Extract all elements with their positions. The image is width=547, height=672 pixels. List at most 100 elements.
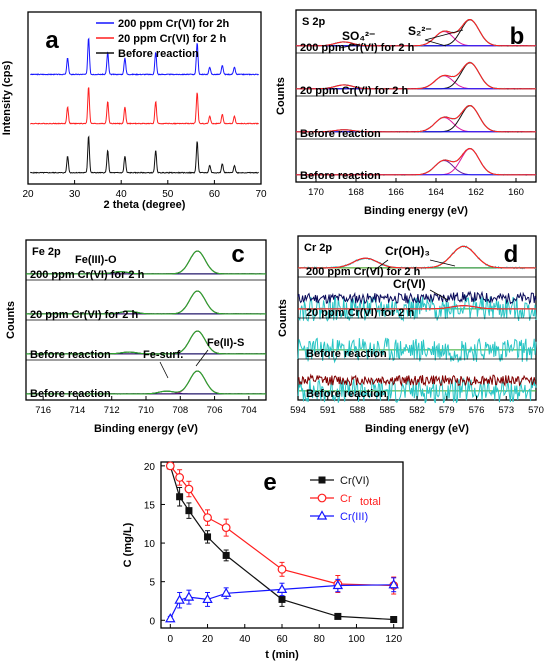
annotation-arrow — [424, 39, 447, 47]
y-axis-label: C (mg/L) — [122, 522, 134, 567]
y-tick-label: 10 — [144, 539, 156, 550]
data-point-square — [222, 551, 230, 559]
xrd-pattern-line — [29, 135, 259, 174]
x-axis-label: Binding energy (eV) — [365, 423, 469, 435]
panel-label: e — [263, 469, 276, 496]
data-point-triangle — [220, 587, 232, 597]
spectrum-label: 20 ppm Cr(VI) for 2 h — [300, 85, 408, 97]
data-point-triangle — [174, 594, 185, 604]
data-point-square — [334, 612, 342, 620]
panel-a-xrd: 20 30 40 50 60 70 2 theta (degree) Intensity (c… — [1, 11, 267, 211]
x-tick-label: 591 — [320, 405, 336, 416]
panel-label: b — [510, 23, 525, 50]
x-tick-label: 594 — [290, 405, 306, 416]
data-point-triangle — [202, 593, 213, 604]
envelope-line — [26, 250, 266, 275]
envelope-line — [298, 305, 536, 310]
x-tick-label: 576 — [469, 405, 485, 416]
spectrum-label: Before reaction — [306, 348, 387, 360]
xrd-pattern-line — [30, 37, 259, 76]
x-tick-label: 585 — [379, 405, 395, 416]
panel-title: S 2p — [302, 16, 326, 28]
x-tick-label: 582 — [409, 405, 425, 416]
x-tick-label: 710 — [138, 405, 154, 416]
envelope-line — [296, 104, 536, 133]
x-tick-label: 162 — [468, 187, 484, 198]
annotation-fe-surf: Fe-surf. — [143, 349, 183, 361]
x-tick-label: 164 — [428, 187, 444, 198]
data-point-circle — [277, 564, 287, 574]
annotation-arrow — [339, 43, 361, 49]
x-tick-label: 579 — [439, 405, 455, 416]
x-tick-label: 573 — [498, 405, 514, 416]
spectrum-label: Before reaction — [300, 128, 381, 140]
envelope-line — [296, 61, 536, 90]
data-point-triangle — [388, 579, 399, 589]
envelope-line — [26, 330, 266, 355]
annotation-arrow — [195, 349, 209, 367]
x-tick-label: 20 — [22, 189, 34, 200]
data-point-circle — [165, 461, 175, 471]
x-tick-label: 712 — [104, 405, 120, 416]
spectrum-label: Before reaction — [306, 388, 387, 400]
y-axis-label: Counts — [5, 301, 17, 339]
data-point-circle — [221, 523, 231, 533]
x-axis-label: 2 theta (degree) — [104, 199, 186, 211]
spectrum-label: Before reaction — [300, 170, 381, 182]
panel-label: c — [231, 241, 244, 268]
x-tick-label: 588 — [350, 405, 366, 416]
envelope-line — [26, 290, 266, 315]
y-axis-label: Counts — [277, 299, 289, 337]
envelope-line — [296, 147, 536, 176]
panel-d-cr2p: 200 ppm Cr(VI) for 2 h 20 ppm Cr(VI) for … — [277, 235, 544, 435]
annotation-cr-oh3: Cr(OH)₃ — [385, 244, 430, 258]
x-tick-label: 170 — [308, 187, 324, 198]
annotation-fe-iii-o: Fe(III)-O — [75, 254, 117, 266]
annotation-cr-vi: Cr(VI) — [393, 277, 426, 291]
data-point-square — [278, 595, 286, 603]
legend-marker — [317, 493, 327, 503]
legend-entry: Cr — [340, 493, 352, 505]
x-tick-label: 0 — [168, 634, 174, 645]
annotation-arrow — [424, 29, 464, 41]
raw-spectrum-line — [297, 377, 537, 404]
panel-label: d — [504, 241, 519, 268]
raw-spectrum-line — [297, 373, 537, 387]
annotation-disulfide: S₂²⁻ — [408, 24, 432, 38]
envelope-line — [26, 370, 266, 395]
x-tick-label: 168 — [348, 187, 364, 198]
spectrum-label: 200 ppm Cr(VI) for 2 h — [300, 42, 415, 54]
data-point-triangle — [165, 613, 176, 623]
panel-e-kinetics: 0 20 40 60 80 100 120 0 5 10 15 20 t (min) C (mg/L) Cr… — [122, 461, 404, 661]
legend-entry: 20 ppm Cr(VI) for 2 h — [118, 33, 226, 45]
annotation-fe-ii-s: Fe(II)-S — [207, 337, 244, 349]
x-tick-label: 160 — [508, 187, 524, 198]
envelope-line — [298, 245, 536, 269]
data-point-triangle — [276, 583, 288, 593]
x-tick-label: 570 — [528, 405, 544, 416]
x-tick-label: 60 — [276, 634, 288, 645]
x-axis-label: t (min) — [265, 649, 299, 661]
x-tick-label: 20 — [202, 634, 214, 645]
panel-label: a — [45, 27, 59, 54]
x-tick-label: 30 — [69, 189, 81, 200]
spectrum-label: 200 ppm Cr(VI) for 2 h — [306, 266, 421, 278]
x-tick-label: 60 — [209, 189, 221, 200]
y-tick-label: 20 — [144, 462, 156, 473]
y-tick-label: 0 — [149, 616, 155, 627]
spectrum-label: 20 ppm Cr(VI) for 2 h — [306, 307, 414, 319]
legend-entry: Before reaction — [118, 48, 199, 60]
data-point-triangle — [332, 579, 344, 590]
envelope-line — [296, 18, 536, 47]
spectrum-label: 200 ppm Cr(VI) for 2 h — [30, 269, 145, 281]
panel-title: Cr 2p — [304, 242, 332, 254]
panel-b-s2p: 200 ppm Cr(VI) for 2 h 20 ppm Cr(VI) for … — [275, 9, 537, 217]
x-tick-label: 80 — [314, 634, 326, 645]
spectrum-label: Before reaction — [30, 388, 111, 400]
raw-spectrum-line — [297, 290, 537, 305]
x-tick-label: 716 — [35, 405, 51, 416]
legend-entry: Cr(III) — [340, 511, 368, 523]
legend-marker — [318, 476, 326, 484]
spectrum-label: Before reaction — [30, 349, 111, 361]
